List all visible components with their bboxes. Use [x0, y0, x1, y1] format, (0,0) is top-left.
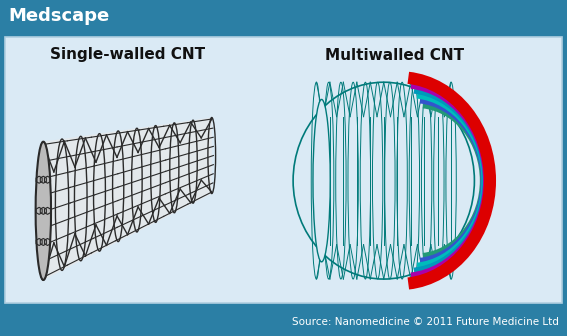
- Polygon shape: [43, 118, 211, 280]
- Text: Source: Nanomedicine © 2011 Future Medicine Ltd: Source: Nanomedicine © 2011 Future Medic…: [292, 317, 559, 327]
- Bar: [5, 37, 562, 303]
- Text: Medscape: Medscape: [8, 7, 109, 25]
- Text: Single-walled CNT: Single-walled CNT: [50, 47, 205, 62]
- Text: Multiwalled CNT: Multiwalled CNT: [325, 47, 464, 62]
- Bar: [0, 0, 567, 32]
- Bar: [0, 308, 567, 336]
- Ellipse shape: [36, 142, 51, 280]
- Ellipse shape: [313, 99, 330, 262]
